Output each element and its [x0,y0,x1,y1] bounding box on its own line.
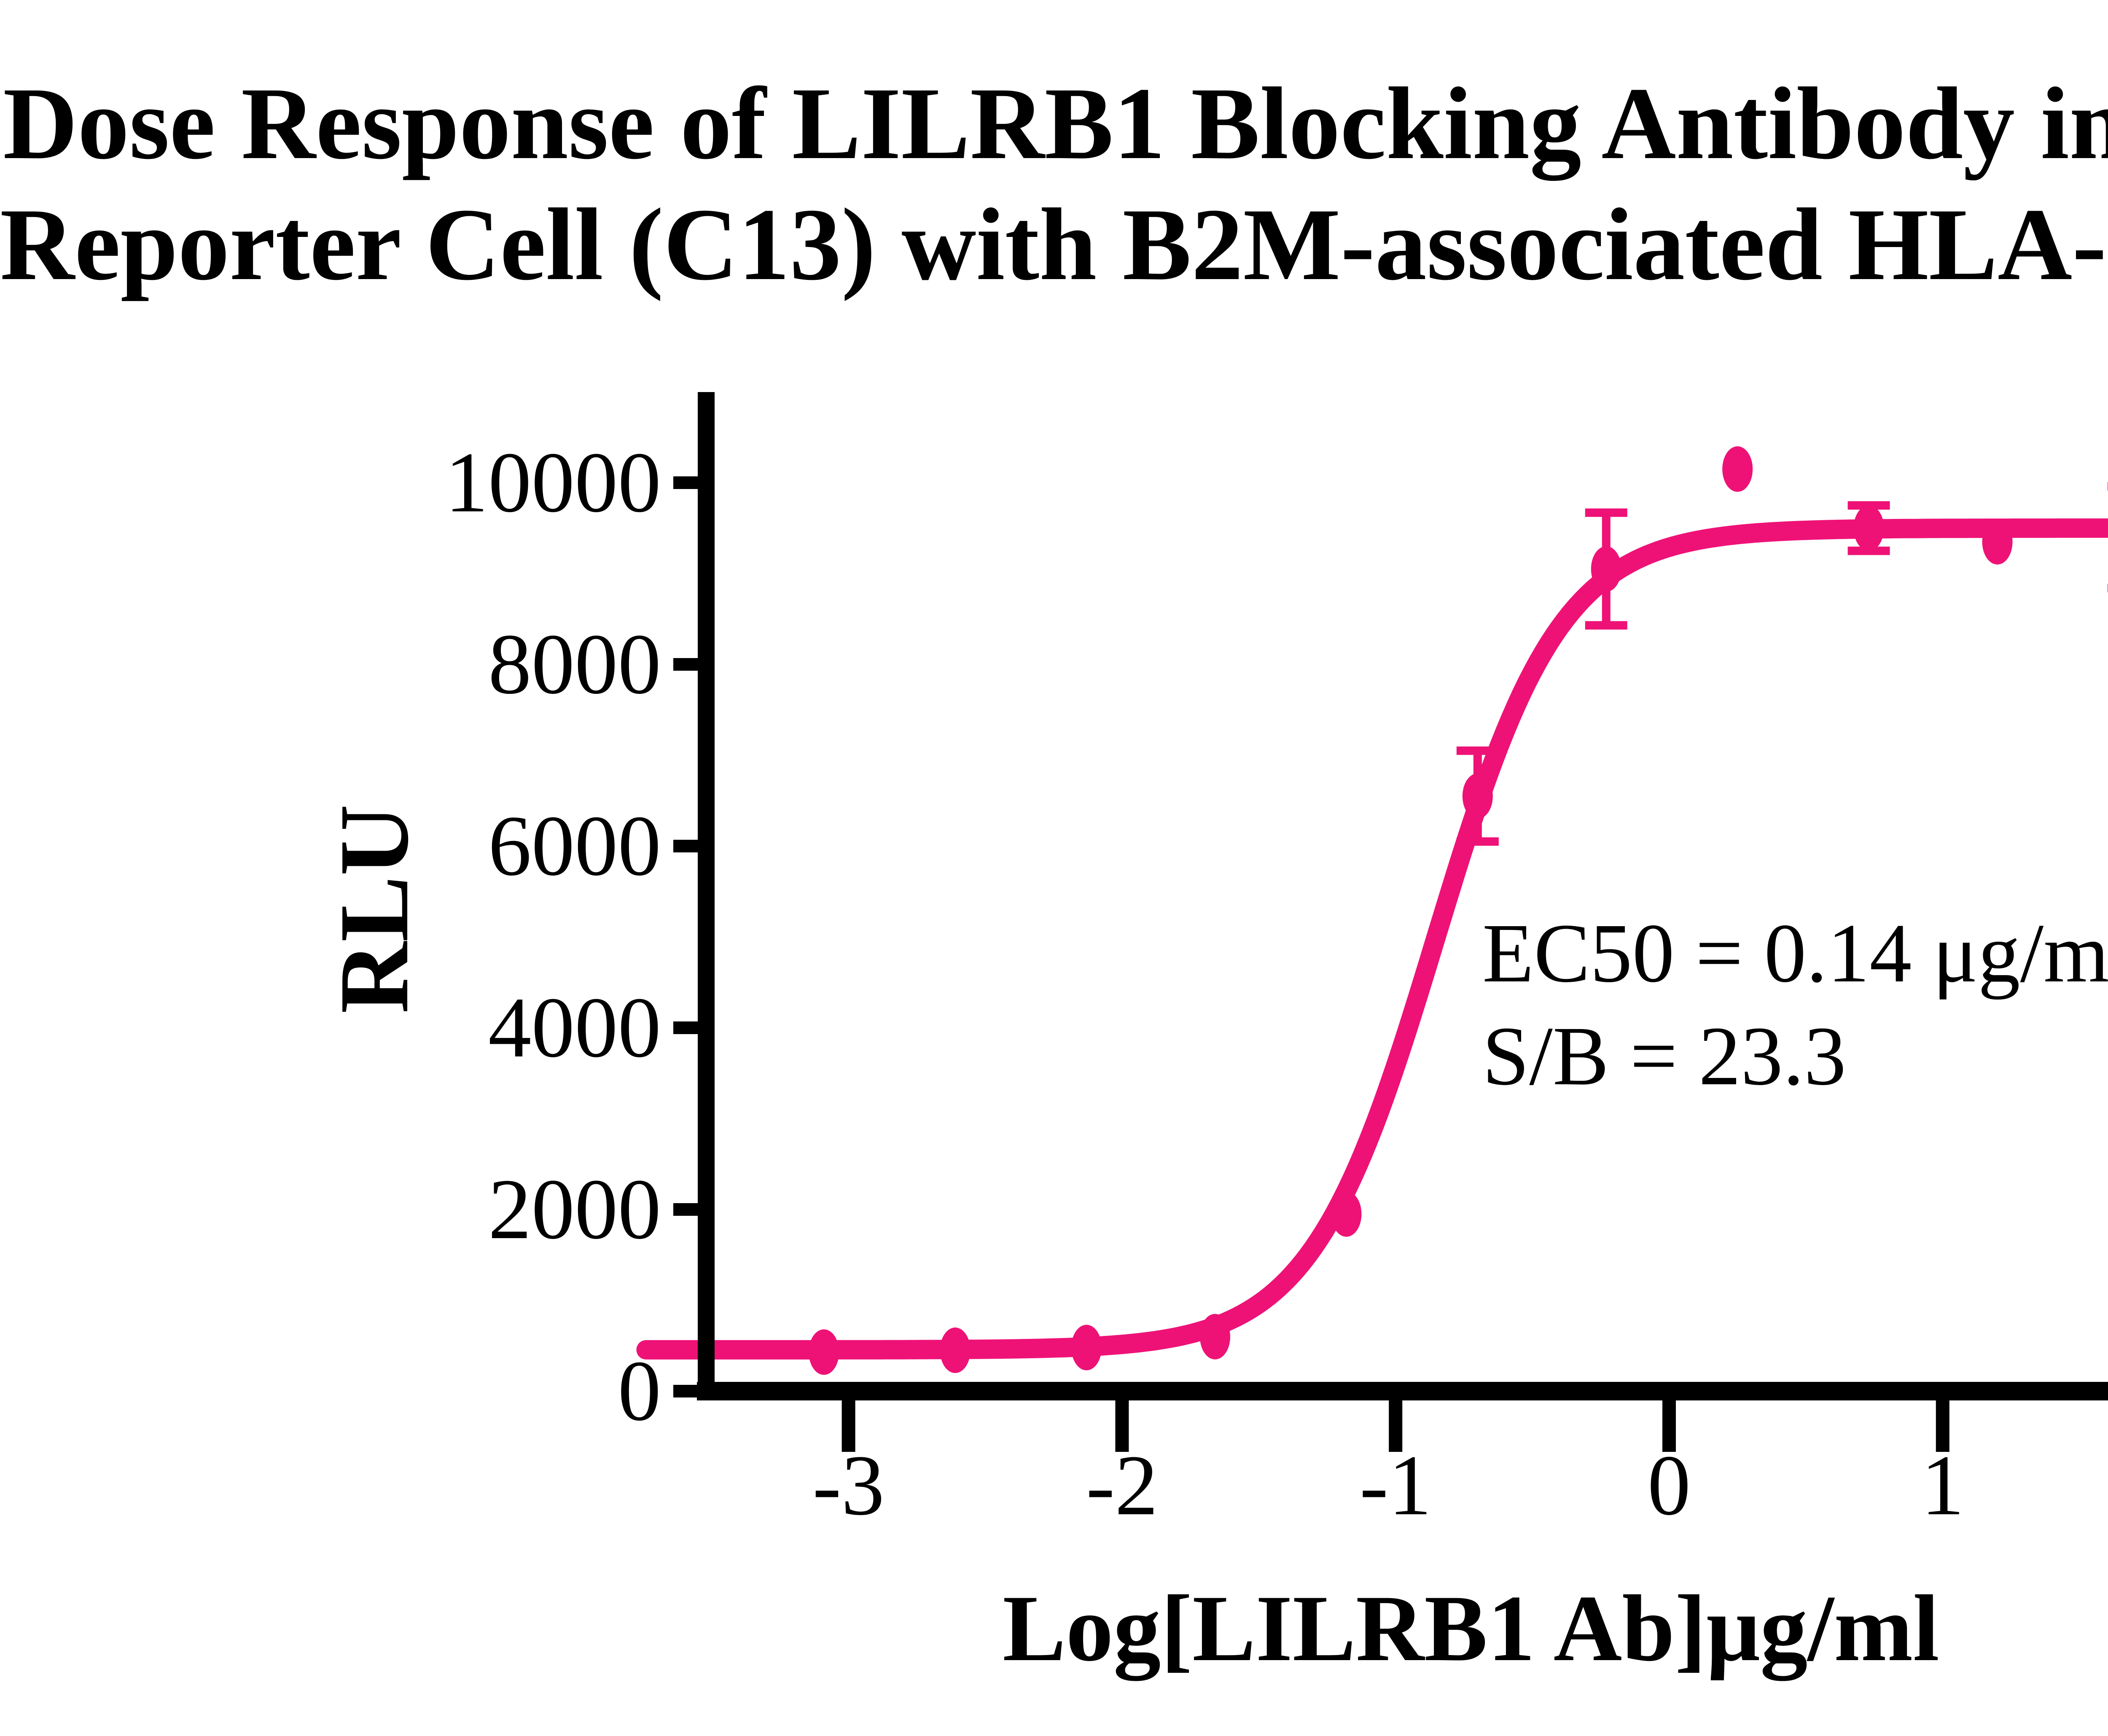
y-tick-label: 8000 [488,616,661,712]
signal-to-background-annotation: S/B = 23.3 [1482,1010,1846,1103]
y-tick-label: 4000 [488,980,661,1075]
data-point [1982,519,2013,565]
data-point [1071,1325,1102,1371]
data-point [1331,1191,1362,1237]
chart-title-line1: Dose Response of LILRB1 Blocking Antibod… [3,66,2108,180]
x-tick-label: -3 [812,1438,885,1533]
y-axis-title: RLU [319,804,429,1014]
x-tick-label: -2 [1086,1438,1158,1533]
x-tick-label: 1 [1921,1438,1965,1533]
y-tick-label: 10000 [445,435,661,530]
fit-annotation: EC50 = 0.14 μg/ml S/B = 23.3 [1482,902,2108,1108]
y-tick-label: 2000 [488,1161,661,1257]
data-point [1462,773,1493,819]
y-tick-label: 6000 [488,798,661,894]
x-axis-title: Log[LILRB1 Ab]μg/ml [1003,1575,1939,1681]
data-point [1591,546,1621,592]
data-point [940,1328,971,1373]
fit-curve [636,518,2108,1360]
data-point [1853,505,1884,551]
ec50-annotation: EC50 = 0.14 μg/ml [1482,907,2108,1000]
chart-title: Dose Response of LILRB1 Blocking Antibod… [0,63,2108,305]
data-point [1199,1314,1230,1360]
data-point [809,1329,839,1375]
data-point [1722,446,1753,492]
chart-title-line2: Reporter Cell (C13) with B2M-associated … [0,187,2108,301]
y-tick-label: 0 [618,1343,661,1439]
x-tick-label: 0 [1648,1438,1691,1533]
x-tick-label: -1 [1360,1438,1432,1533]
